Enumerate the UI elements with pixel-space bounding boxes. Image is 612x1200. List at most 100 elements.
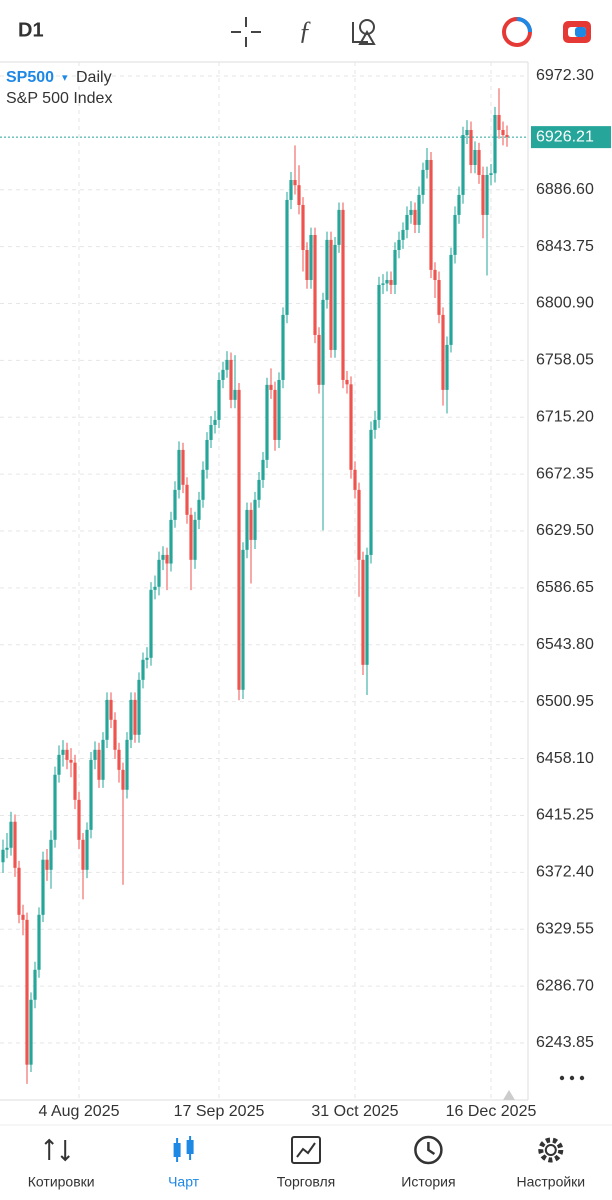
- plot-area: [1, 88, 509, 1084]
- candle-body: [301, 204, 305, 250]
- objects-icon[interactable]: [352, 19, 376, 45]
- candle-body: [277, 379, 281, 440]
- candle-body: [397, 239, 401, 250]
- candle-body: [237, 389, 241, 690]
- candle-body: [77, 799, 81, 840]
- nav-icon[interactable]: [291, 1136, 321, 1164]
- candle-body: [109, 699, 113, 720]
- candle-body: [281, 314, 285, 380]
- candle-body: [413, 209, 417, 225]
- y-tick-label: 6543.80: [536, 636, 594, 653]
- candle-body: [57, 754, 61, 775]
- candle-body: [253, 499, 257, 540]
- symbol[interactable]: SP500: [6, 69, 54, 86]
- candle-body: [205, 439, 209, 470]
- candle-body: [49, 839, 53, 870]
- y-tick-label: 6372.40: [536, 864, 594, 881]
- candle-body: [233, 389, 237, 400]
- candle-body: [449, 254, 453, 345]
- candle-body: [385, 279, 389, 284]
- candle-body: [481, 174, 485, 215]
- candle-body: [1, 849, 5, 863]
- candle-body: [493, 114, 497, 174]
- candle-body: [505, 135, 509, 138]
- candle-body: [125, 739, 129, 790]
- candle-body: [305, 249, 309, 280]
- candle-body: [401, 229, 405, 240]
- candle-body: [257, 479, 261, 500]
- candle-body: [313, 234, 317, 335]
- candle-body: [321, 299, 325, 385]
- candle-body: [45, 859, 49, 870]
- trade-icon[interactable]: [502, 17, 532, 47]
- candle-body: [141, 659, 145, 680]
- more-button[interactable]: [559, 1075, 585, 1081]
- candle-body: [177, 449, 181, 490]
- candle-body: [393, 249, 397, 285]
- x-tick-label: 16 Dec 2025: [446, 1103, 537, 1120]
- candle-body: [169, 519, 173, 564]
- candle-body: [437, 279, 441, 315]
- y-tick-label: 6672.35: [536, 465, 594, 482]
- candle-body: [293, 180, 297, 186]
- candle-body: [473, 150, 477, 166]
- candle-body: [469, 129, 473, 166]
- candle-body: [337, 209, 341, 245]
- candle-body: [17, 867, 21, 915]
- x-tick-label: 17 Sep 2025: [174, 1103, 265, 1120]
- candle-body: [189, 514, 193, 560]
- timeframe-button[interactable]: D1: [18, 19, 44, 41]
- candle-body: [81, 839, 85, 870]
- candle-body: [53, 774, 57, 840]
- candle-body: [37, 914, 41, 970]
- candle-body: [65, 749, 69, 760]
- nav-label[interactable]: Торговля: [277, 1174, 335, 1190]
- symbol-dropdown[interactable]: ▾: [62, 72, 68, 84]
- candle-body: [457, 194, 461, 215]
- candle-body: [249, 509, 253, 540]
- x-tick-label: 4 Aug 2025: [39, 1103, 120, 1120]
- nav-icon[interactable]: [173, 1136, 194, 1162]
- candle-body: [217, 379, 221, 420]
- candle-body: [97, 749, 101, 780]
- candle-body: [153, 586, 157, 590]
- candle-body: [361, 559, 365, 665]
- nav-icon[interactable]: [538, 1137, 564, 1163]
- y-tick-label: 6629.50: [536, 522, 594, 539]
- candle-body: [453, 214, 457, 255]
- indicators-icon[interactable]: ƒ: [299, 16, 312, 45]
- y-tick-label: 6715.20: [536, 408, 594, 425]
- candle-body: [69, 759, 73, 763]
- candle-body: [369, 429, 373, 555]
- nav-label[interactable]: Настройки: [516, 1174, 585, 1190]
- candle-body: [241, 549, 245, 690]
- candle-body: [485, 174, 489, 215]
- candle-body: [461, 135, 465, 195]
- nav-label[interactable]: Чарт: [168, 1174, 200, 1190]
- crosshair-icon[interactable]: [231, 17, 261, 47]
- candle-body: [357, 489, 361, 560]
- candle-body: [33, 969, 37, 1000]
- candle-body: [209, 424, 213, 440]
- candle-body: [113, 719, 117, 750]
- candle-body: [353, 469, 357, 490]
- scroll-marker[interactable]: [503, 1090, 515, 1100]
- y-tick-label: 6972.30: [536, 67, 594, 84]
- candle-body: [441, 314, 445, 390]
- candle-body: [29, 999, 33, 1065]
- candle-body: [157, 559, 161, 587]
- nav-icon[interactable]: [44, 1138, 70, 1162]
- candle-body: [85, 829, 89, 870]
- nav-icon[interactable]: [414, 1135, 443, 1165]
- candle-body: [261, 459, 265, 480]
- candle-body: [377, 284, 381, 420]
- nav-label[interactable]: Котировки: [28, 1174, 95, 1190]
- candle-body: [317, 334, 321, 385]
- account-icon[interactable]: [563, 21, 591, 43]
- description: S&P 500 Index: [6, 90, 112, 107]
- nav-label[interactable]: История: [401, 1174, 455, 1190]
- candle-body: [373, 419, 377, 430]
- y-tick-label: 6458.10: [536, 750, 594, 767]
